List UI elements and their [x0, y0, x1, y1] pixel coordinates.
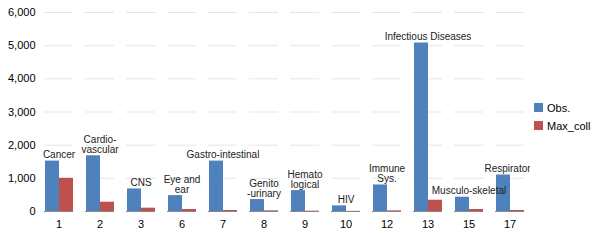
svg-text:Eye andear: Eye andear — [164, 174, 201, 195]
svg-text:1: 1 — [56, 218, 62, 230]
svg-text:CNS: CNS — [130, 177, 151, 188]
svg-text:2: 2 — [97, 218, 103, 230]
svg-text:9: 9 — [302, 218, 308, 230]
svg-text:5,000: 5,000 — [8, 39, 36, 51]
svg-text:Gastro-intestinal: Gastro-intestinal — [187, 149, 260, 160]
svg-text:17: 17 — [504, 218, 516, 230]
svg-text:Musculo-skeletal: Musculo-skeletal — [432, 185, 506, 196]
html-text:Max_coll: Max_coll — [547, 119, 591, 132]
svg-text:2,000: 2,000 — [8, 139, 36, 151]
svg-text:1,000: 1,000 — [8, 172, 36, 184]
svg-text:Infectious Diseases: Infectious Diseases — [385, 31, 472, 42]
svg-text:15: 15 — [463, 218, 475, 230]
svg-text:10: 10 — [340, 218, 352, 230]
svg-text:Cardio-vascular: Cardio-vascular — [81, 134, 119, 155]
svg-text:3,000: 3,000 — [8, 106, 36, 118]
svg-text:HIV: HIV — [338, 194, 355, 205]
svg-text:7: 7 — [220, 218, 226, 230]
svg-text:3: 3 — [138, 218, 144, 230]
svg-text:6: 6 — [179, 218, 185, 230]
svg-text:12: 12 — [381, 218, 393, 230]
svg-text:Cancer: Cancer — [43, 149, 76, 160]
html-text:Obs.: Obs. — [547, 101, 571, 114]
svg-text:13: 13 — [422, 218, 434, 230]
svg-text:ImmuneSys.: ImmuneSys. — [369, 163, 406, 184]
svg-text:Respiratory: Respiratory — [484, 163, 530, 174]
svg-text:8: 8 — [261, 218, 267, 230]
svg-text:Hematological: Hematological — [287, 169, 322, 190]
svg-text:4,000: 4,000 — [8, 72, 36, 84]
svg-text:0: 0 — [29, 205, 35, 217]
svg-text:Genito-urinary: Genito-urinary — [247, 178, 281, 199]
svg-text:6,000: 6,000 — [8, 6, 36, 18]
